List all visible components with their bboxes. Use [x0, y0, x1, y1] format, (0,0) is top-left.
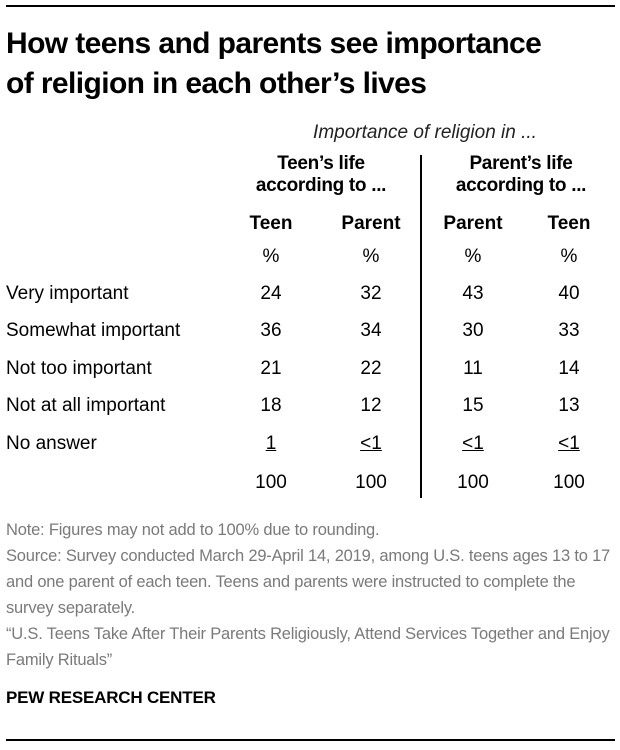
table-cell-value: <1 — [462, 433, 484, 454]
table-cell-value: 12 — [360, 395, 382, 416]
table-cell-value: 100 — [457, 472, 489, 493]
table-cell: 43 — [428, 283, 518, 305]
group-header-parents-life: Parent’s life according to ... — [427, 153, 615, 197]
table-cell: 100 — [226, 472, 316, 494]
table-cell: 12 — [326, 395, 416, 417]
group-label: Teen’s life — [277, 153, 365, 174]
table-cell-value: 21 — [260, 358, 282, 379]
group-label: Parent’s life — [469, 153, 573, 174]
table-cell-value: 36 — [260, 320, 282, 341]
table-cell: 33 — [524, 320, 614, 342]
table-cell: 36 — [226, 320, 316, 342]
unit-label: % — [362, 246, 380, 267]
table-subtitle: Importance of religion in ... — [313, 122, 537, 143]
table-cell: <1 — [428, 433, 518, 455]
table-cell: 11 — [428, 358, 518, 380]
table-cell-value: 34 — [360, 320, 382, 341]
table-cell-value: 24 — [260, 283, 282, 304]
table-cell-value: 32 — [360, 283, 382, 304]
column-header: Teen — [249, 213, 293, 234]
group-header-teens-life: Teen’s life according to ... — [227, 153, 415, 197]
table-cell-value: 43 — [462, 283, 484, 304]
table-cell-value: 18 — [260, 395, 282, 416]
row-label: No answer — [6, 433, 97, 454]
table-cell: 14 — [524, 358, 614, 380]
group-label: according to ... — [255, 175, 387, 196]
table-cell: 13 — [524, 395, 614, 417]
table-cell: <1 — [326, 433, 416, 455]
table-cell-value: 100 — [553, 472, 585, 493]
table-cell-value: 40 — [558, 283, 580, 304]
table-cell: 1 — [226, 433, 316, 455]
table-cell: 15 — [428, 395, 518, 417]
chart-title: How teens and parents see importance of … — [6, 24, 616, 104]
table-cell: 18 — [226, 395, 316, 417]
table-cell: 100 — [428, 472, 518, 494]
table-cell: 21 — [226, 358, 316, 380]
table-cell-value: 22 — [360, 358, 382, 379]
pew-logo-text: PEW RESEARCH CENTER — [6, 688, 216, 707]
row-label: Not too important — [6, 358, 152, 379]
source-text: Source: Survey conducted March 29-April … — [6, 547, 611, 617]
table-cell: 30 — [428, 320, 518, 342]
group-label: according to ... — [455, 175, 587, 196]
title-line-1: How teens and parents see importance — [6, 27, 542, 60]
table-cell: 100 — [524, 472, 614, 494]
unit-label: % — [464, 246, 482, 267]
table-cell-value: <1 — [360, 433, 382, 454]
table-cell-value: 11 — [463, 358, 483, 379]
table-cell: <1 — [524, 433, 614, 455]
bottom-rule — [6, 739, 615, 741]
table-cell: 22 — [326, 358, 416, 380]
row-label: Very important — [6, 283, 129, 304]
table-cell: 34 — [326, 320, 416, 342]
column-header: Teen — [547, 213, 591, 234]
table-cell: 40 — [524, 283, 614, 305]
notes: Note: Figures may not add to 100% due to… — [6, 517, 616, 673]
row-label: Not at all important — [6, 395, 166, 416]
table-cell-value: 15 — [462, 395, 484, 416]
table-cell-value: 100 — [255, 472, 287, 493]
title-line-2: of religion in each other’s lives — [6, 67, 427, 100]
unit-label: % — [560, 246, 578, 267]
table-cell: 24 — [226, 283, 316, 305]
table-cell-value: 100 — [355, 472, 387, 493]
table-cell-value: 33 — [558, 320, 580, 341]
table-cell-value: 13 — [558, 395, 580, 416]
group-divider — [420, 155, 422, 498]
note-text: Note: Figures may not add to 100% due to… — [6, 521, 380, 539]
table-cell-value: <1 — [558, 433, 580, 454]
table-cell-value: 30 — [462, 320, 484, 341]
table-cell-value: 14 — [558, 358, 580, 379]
table-cell: 100 — [326, 472, 416, 494]
row-label: Somewhat important — [6, 320, 181, 341]
report-title: “U.S. Teens Take After Their Parents Rel… — [6, 625, 610, 669]
column-header: Parent — [443, 213, 503, 234]
table-cell-value: 1 — [265, 433, 277, 454]
table-cell: 32 — [326, 283, 416, 305]
column-header: Parent — [341, 213, 401, 234]
unit-label: % — [262, 246, 280, 267]
top-rule — [6, 5, 615, 7]
